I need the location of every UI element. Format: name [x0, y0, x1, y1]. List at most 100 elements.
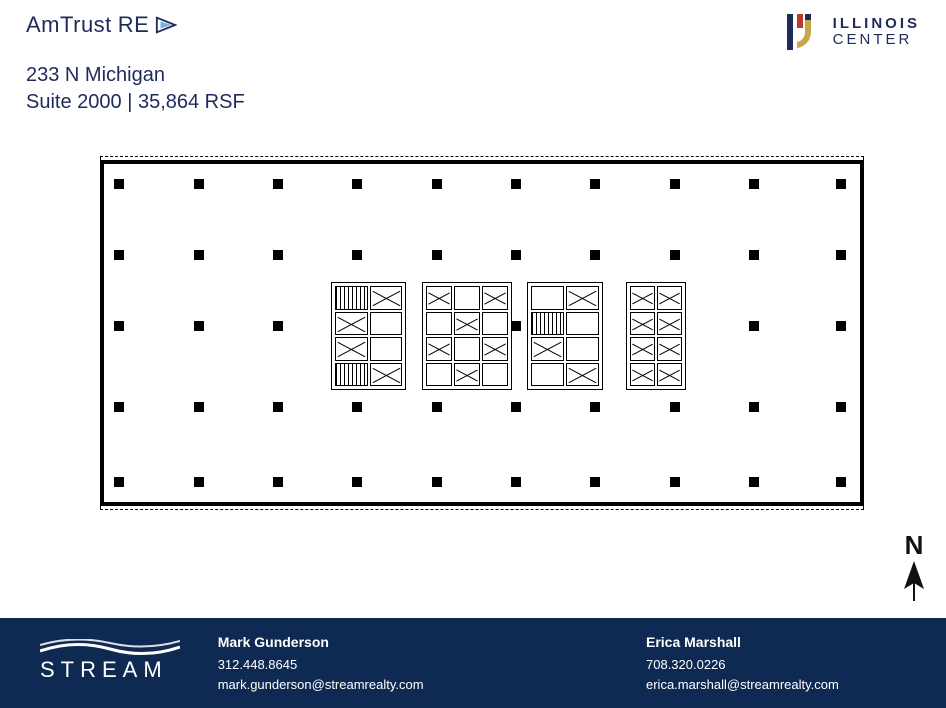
column	[511, 250, 521, 260]
core-cell	[426, 286, 452, 310]
column	[273, 402, 283, 412]
core-cell	[657, 363, 682, 387]
column	[590, 250, 600, 260]
column	[749, 321, 759, 331]
compass-arrow-icon	[902, 561, 926, 601]
column	[352, 179, 362, 189]
column	[194, 250, 204, 260]
core-cell	[657, 286, 682, 310]
address-block: 233 N Michigan Suite 2000 | 35,864 RSF	[0, 52, 946, 116]
illinois-line2: CENTER	[833, 32, 920, 48]
column	[194, 321, 204, 331]
column	[749, 477, 759, 487]
contact-1-email: mark.gunderson@streamrealty.com	[218, 675, 596, 695]
core-cell	[335, 312, 368, 336]
column	[114, 321, 124, 331]
illinois-center-text: ILLINOIS CENTER	[833, 16, 920, 48]
column	[749, 250, 759, 260]
core-cell	[482, 312, 508, 336]
stream-wave-icon	[40, 639, 180, 657]
contact-1-name: Mark Gunderson	[218, 632, 596, 653]
core-cell	[630, 337, 655, 361]
compass: N	[902, 530, 926, 606]
column	[114, 179, 124, 189]
core-cell	[335, 363, 368, 387]
column	[670, 179, 680, 189]
core-cell	[335, 286, 368, 310]
core-block	[422, 282, 513, 390]
core-cell	[566, 286, 599, 310]
contact-1-phone: 312.448.8645	[218, 655, 596, 675]
contact-2-name: Erica Marshall	[646, 632, 906, 653]
column	[352, 250, 362, 260]
footer: STREAM Mark Gunderson 312.448.8645 mark.…	[0, 618, 946, 708]
core-cell	[482, 337, 508, 361]
column	[273, 179, 283, 189]
column	[273, 321, 283, 331]
column	[590, 402, 600, 412]
illinois-center-logo: ILLINOIS CENTER	[783, 12, 920, 52]
column	[194, 179, 204, 189]
column	[273, 477, 283, 487]
column	[511, 321, 521, 331]
contact-2-phone: 708.320.0226	[646, 655, 906, 675]
column	[432, 179, 442, 189]
core-cell	[370, 363, 403, 387]
core-cell	[630, 312, 655, 336]
floor-plan-outline	[100, 160, 864, 506]
column	[352, 402, 362, 412]
core-cell	[630, 363, 655, 387]
amtrust-triangle-icon	[155, 14, 177, 36]
stream-logo: STREAM	[40, 643, 168, 683]
core-cell	[657, 312, 682, 336]
illinois-line1: ILLINOIS	[833, 16, 920, 32]
core-cell	[630, 286, 655, 310]
core-cell	[566, 312, 599, 336]
contact-2-email: erica.marshall@streamrealty.com	[646, 675, 906, 695]
column	[194, 477, 204, 487]
column	[836, 179, 846, 189]
column	[114, 402, 124, 412]
core-cell	[566, 337, 599, 361]
column	[114, 250, 124, 260]
core-cell	[370, 286, 403, 310]
column	[511, 402, 521, 412]
compass-n-label: N	[902, 530, 926, 561]
core-cell	[370, 312, 403, 336]
core-cell	[531, 337, 564, 361]
column	[670, 402, 680, 412]
column	[273, 250, 283, 260]
core-cell	[531, 286, 564, 310]
column	[749, 402, 759, 412]
column	[670, 250, 680, 260]
illinois-center-mark-icon	[783, 12, 823, 52]
core-cell	[426, 312, 452, 336]
header: AmTrustRE ILLINOIS CENTER	[0, 0, 946, 52]
core-cell	[531, 363, 564, 387]
column	[749, 179, 759, 189]
core-block	[626, 282, 686, 390]
column	[836, 321, 846, 331]
contact-2: Erica Marshall 708.320.0226 erica.marsha…	[646, 632, 906, 694]
core-cell	[454, 286, 480, 310]
column	[194, 402, 204, 412]
core-cell	[657, 337, 682, 361]
core-block	[527, 282, 603, 390]
core-cell	[454, 312, 480, 336]
amtrust-logo: AmTrustRE	[26, 12, 177, 38]
amtrust-text-1: AmTrust	[26, 12, 112, 38]
stream-label: STREAM	[40, 657, 168, 682]
core-cell	[482, 363, 508, 387]
column	[432, 250, 442, 260]
core-cell	[426, 337, 452, 361]
column	[836, 477, 846, 487]
hatch-bottom	[100, 504, 864, 510]
contact-1: Mark Gunderson 312.448.8645 mark.gunders…	[218, 632, 596, 694]
column	[590, 477, 600, 487]
amtrust-text-2: RE	[118, 12, 150, 38]
core-cell	[454, 363, 480, 387]
column	[836, 402, 846, 412]
column	[114, 477, 124, 487]
floor-plan	[100, 160, 864, 506]
column	[352, 477, 362, 487]
